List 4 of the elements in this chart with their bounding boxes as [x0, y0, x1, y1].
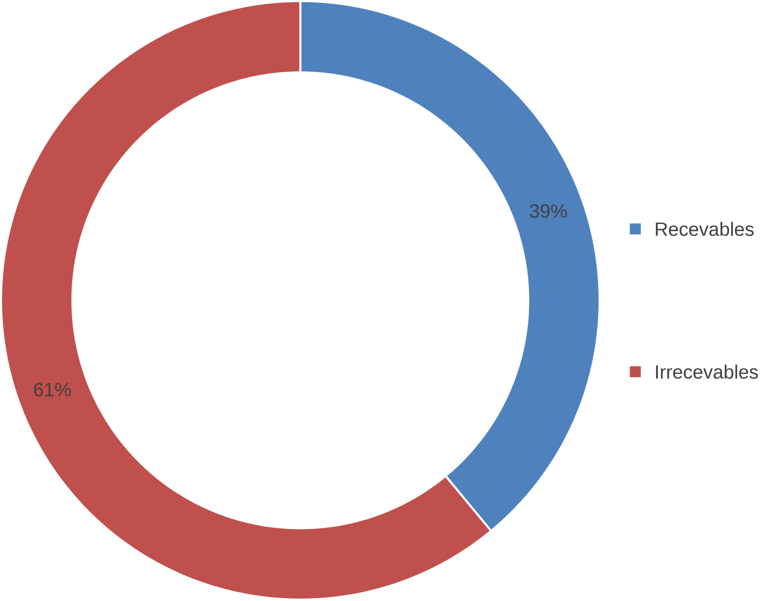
data-label: 39%: [530, 204, 567, 218]
data-label: 61%: [34, 383, 71, 397]
legend-label: Recevables: [656, 222, 754, 236]
legend-label: Irrecevables: [656, 364, 758, 379]
